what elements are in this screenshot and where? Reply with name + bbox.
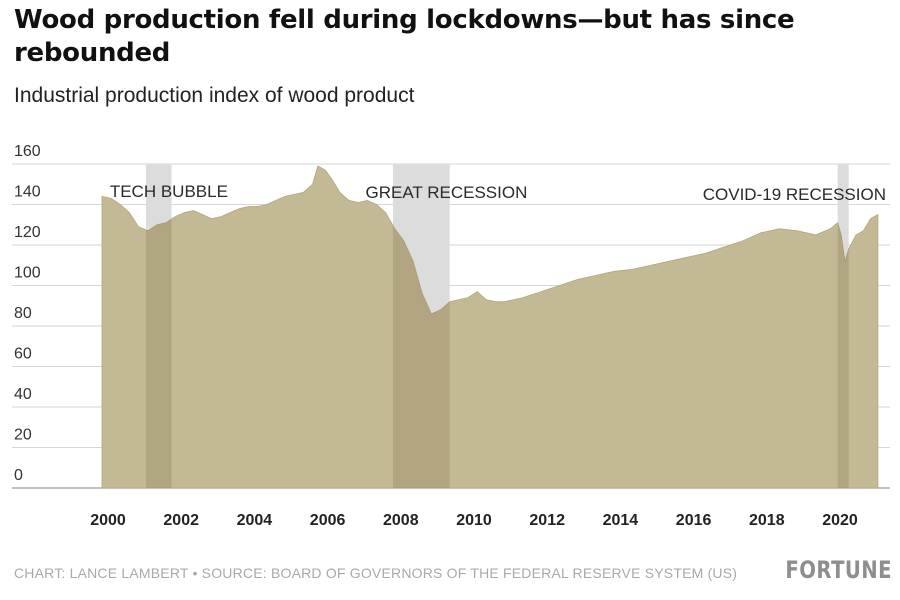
chart-title: Wood production fell during lockdowns—bu… <box>14 5 795 68</box>
y-tick-label: 100 <box>14 265 41 282</box>
y-tick-label: 120 <box>14 224 41 241</box>
area-series <box>101 165 879 489</box>
x-tick-label: 2010 <box>456 512 492 529</box>
recession-label: GREAT RECESSION <box>366 183 528 202</box>
x-tick-label: 2012 <box>529 512 565 529</box>
source-credit: CHART: LANCE LAMBERT • SOURCE: BOARD OF … <box>14 565 738 581</box>
x-tick-label: 2020 <box>822 512 858 529</box>
y-tick-label: 60 <box>14 346 32 363</box>
y-tick-label: 20 <box>14 427 32 444</box>
recession-labels: TECH BUBBLE GREAT RECESSION COVID-19 RECES… <box>110 182 886 204</box>
x-axis-labels: 2000 2002 2004 2006 2008 2010 2012 2014 2016 2018… <box>90 512 858 529</box>
recession-overlay-2 <box>837 166 849 488</box>
x-tick-label: 2000 <box>90 512 126 529</box>
x-tick-label: 2004 <box>237 512 273 529</box>
y-tick-label: 140 <box>14 184 41 201</box>
y-axis-labels: 0 20 40 60 80 100 120 140 160 <box>14 143 41 484</box>
x-tick-label: 2014 <box>603 512 639 529</box>
x-tick-label: 2018 <box>749 512 785 529</box>
x-tick-label: 2002 <box>163 512 199 529</box>
y-tick-label: 160 <box>14 143 41 160</box>
recession-label: TECH BUBBLE <box>110 182 228 201</box>
y-tick-label: 80 <box>14 305 32 322</box>
chart-subtitle: Industrial production index of wood prod… <box>14 84 415 107</box>
x-tick-label: 2008 <box>383 512 419 529</box>
y-tick-label: 40 <box>14 386 32 403</box>
x-tick-label: 2016 <box>676 512 712 529</box>
fortune-logo: FORTUNE <box>785 556 892 584</box>
wood-production-area <box>101 165 879 489</box>
x-tick-label: 2006 <box>310 512 346 529</box>
y-tick-label: 0 <box>14 467 23 484</box>
recession-label: COVID-19 RECESSION <box>703 185 886 204</box>
